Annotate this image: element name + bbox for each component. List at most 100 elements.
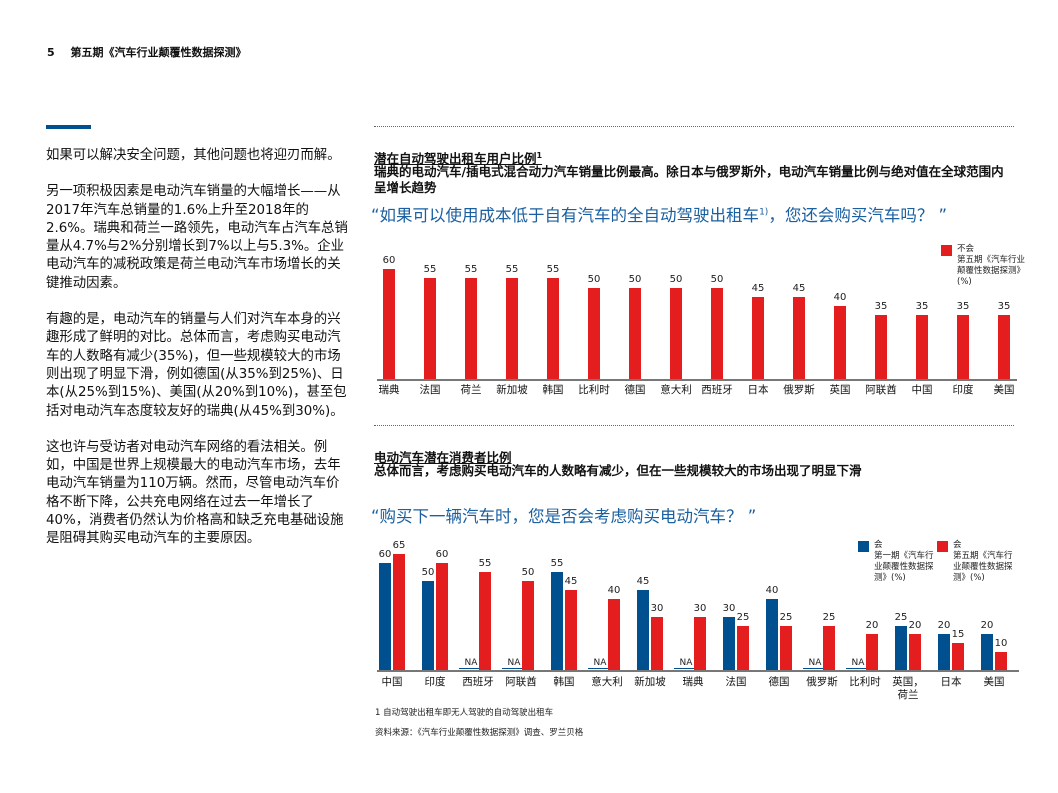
category-label: 法国 xyxy=(419,384,441,396)
bar-fifth-wave xyxy=(479,572,491,670)
category-label: 俄罗斯 xyxy=(783,384,815,396)
category-label: 法国 xyxy=(725,676,747,688)
report-title: 第五期《汽车行业颠覆性数据探测》 xyxy=(70,46,247,59)
data-label: 60 xyxy=(378,549,392,561)
data-label: 40 xyxy=(833,291,847,303)
category-label: 中国 xyxy=(381,676,403,688)
chart1-category-axis: 瑞典 法国 荷兰 新加坡 韩国 比利时 德国 意大利 西班牙 日本 俄罗斯 英国 阿联酋 中国 印度 美国 xyxy=(377,384,1017,404)
data-label: 10 xyxy=(994,638,1008,650)
accent-divider xyxy=(46,125,91,129)
paragraph: 这也许与受访者对电动汽车网络的看法相关。例如，中国是世界上规模最大的电动汽车市场… xyxy=(46,439,344,547)
bar-fifth-wave xyxy=(780,625,792,670)
data-label: 20 xyxy=(937,620,951,632)
bar xyxy=(506,278,518,379)
legend-label: 会 xyxy=(953,540,962,550)
category-label: 比利时 xyxy=(849,676,881,688)
category-label: 韩国 xyxy=(542,384,564,396)
paragraph: 另一项积极因素是电动汽车销量的大幅增长——从2017年汽车总销量的1.6%上升至… xyxy=(46,184,348,291)
bar-fifth-wave xyxy=(694,616,706,670)
data-label: 45 xyxy=(636,575,650,587)
data-label: 25 xyxy=(894,611,908,623)
question-text: “如果可以使用成本低于自有汽车的全自动驾驶出租车 xyxy=(371,206,760,225)
bar xyxy=(998,314,1010,379)
footnote-ref: 1) xyxy=(759,207,769,218)
data-label: 35 xyxy=(956,300,970,312)
data-label: 40 xyxy=(607,584,621,596)
source-note: 资料来源：《汽车行业颠覆性数据探测》调查、罗兰贝格 xyxy=(375,728,584,738)
category-label: 中国 xyxy=(911,384,933,396)
data-label: 50 xyxy=(521,567,535,578)
data-label: 20 xyxy=(865,620,879,632)
bar-fifth-wave xyxy=(565,589,577,670)
data-label: 55 xyxy=(505,264,519,276)
data-label: 55 xyxy=(464,264,478,276)
na-label: NA xyxy=(674,658,698,669)
data-label: 25 xyxy=(736,611,750,623)
data-label: 25 xyxy=(822,611,836,623)
category-label: 西班牙 xyxy=(462,676,494,688)
data-label: 50 xyxy=(421,567,435,578)
bar-fifth-wave xyxy=(522,581,534,670)
bar xyxy=(957,314,969,379)
category-label: 新加坡 xyxy=(496,384,528,396)
bar xyxy=(629,287,641,379)
category-label: 印度 xyxy=(952,384,974,396)
category-label: 英国， 荷兰 xyxy=(892,676,924,701)
category-label: 阿联酋 xyxy=(505,676,537,688)
category-label: 德国 xyxy=(624,384,646,396)
category-label: 日本 xyxy=(747,384,769,396)
page-header: 5 第五期《汽车行业颠覆性数据探测》 xyxy=(47,44,247,60)
legend-detail: 第一期《汽车行业颠覆性数据探测》(%) xyxy=(874,551,934,583)
category-label: 意大利 xyxy=(660,384,692,396)
na-label: NA xyxy=(588,658,612,669)
data-label: 20 xyxy=(908,620,922,632)
section-divider xyxy=(374,126,1014,127)
category-label: 荷兰 xyxy=(460,384,482,396)
legend-entry: 会 第五期《汽车行业颠覆性数据探测》(%) xyxy=(953,540,1015,584)
data-label: 50 xyxy=(628,273,642,285)
bar-fifth-wave xyxy=(651,616,663,670)
bar-fifth-wave xyxy=(608,598,620,670)
chart-autonomous-taxi: 60 55 55 55 55 50 50 50 50 45 45 40 35 35 35 35 xyxy=(377,250,1017,381)
data-label: 55 xyxy=(550,558,564,570)
section2-title: 电动汽车潜在消费者比例 xyxy=(374,450,512,465)
data-label: 15 xyxy=(951,629,965,641)
data-label: 50 xyxy=(669,273,683,285)
bar-first-wave xyxy=(723,616,735,670)
legend-entry: 不会 第五期《汽车行业颠覆性数据探测》(%) xyxy=(957,244,1027,288)
na-label: NA xyxy=(502,658,526,669)
legend-swatch-red xyxy=(941,245,952,256)
data-label: 65 xyxy=(392,540,406,552)
question-text-end: ，您还会购买汽车吗？ ” xyxy=(768,206,948,225)
page-number: 5 xyxy=(47,46,55,59)
data-label: 30 xyxy=(693,602,707,614)
section2-question: “购买下一辆汽车时，您是否会考虑购买电动汽车？ ” xyxy=(371,507,757,526)
section2-subtitle: 总体而言，考虑购买电动汽车的人数略有减少，但在一些规模较大的市场出现了明显下滑 xyxy=(374,463,862,478)
data-label: 55 xyxy=(423,264,437,276)
bar-first-wave xyxy=(551,572,563,670)
legend-swatch-blue xyxy=(858,541,869,552)
legend-detail: 第五期《汽车行业颠覆性数据探测》(%) xyxy=(953,551,1013,583)
bar-first-wave xyxy=(938,634,950,670)
bar xyxy=(670,287,682,379)
section-divider xyxy=(374,425,1014,426)
chart-ev-consideration: 60 65 50 60 NA 55 NA 50 55 45 NA 40 45 30 NA 30 30 25 40 25… xyxy=(377,540,1019,672)
legend-swatch-red xyxy=(937,541,948,552)
bar xyxy=(875,314,887,379)
data-label: 30 xyxy=(650,602,664,614)
category-label: 新加坡 xyxy=(634,676,666,688)
data-label: 60 xyxy=(382,255,396,267)
legend-detail: 第五期《汽车行业颠覆性数据探测》(%) xyxy=(957,255,1026,287)
bar xyxy=(916,314,928,379)
bar-fifth-wave xyxy=(909,634,921,670)
section1-subtitle: 瑞典的电动汽车/插电式混合动力汽车销量比例最高。除日本与俄罗斯外，电动汽车销量比… xyxy=(374,164,1004,195)
bar xyxy=(465,278,477,379)
category-label: 瑞典 xyxy=(682,676,704,688)
data-label: 30 xyxy=(722,602,736,614)
category-label: 俄罗斯 xyxy=(806,676,838,688)
chart2-category-axis: 中国 印度 西班牙 阿联酋 韩国 意大利 新加坡 瑞典 法国 德国 俄罗斯 比利时 英国， 荷兰 日本 美国 xyxy=(377,676,1019,706)
bar-first-wave xyxy=(981,634,993,670)
category-label: 美国 xyxy=(983,676,1005,688)
legend-label: 会 xyxy=(874,540,883,550)
data-label: 55 xyxy=(546,264,560,276)
